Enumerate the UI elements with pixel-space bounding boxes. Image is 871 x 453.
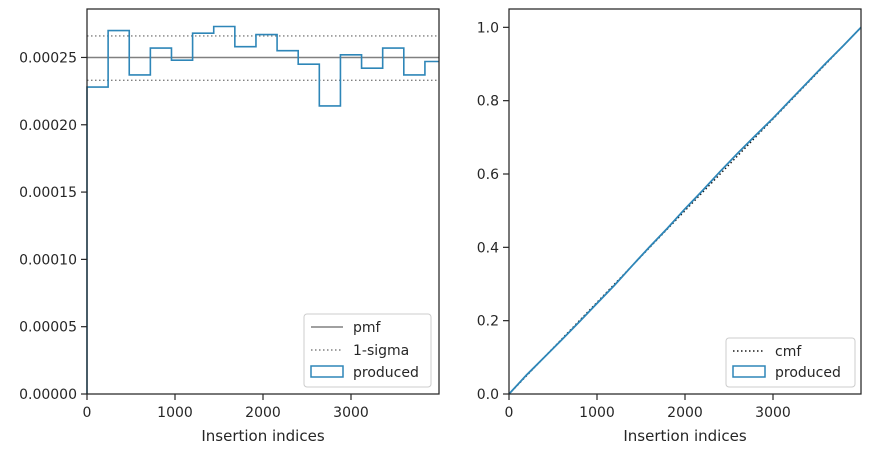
right-ytick-label: 0.8	[477, 94, 499, 110]
left-xtick-label: 1000	[157, 405, 193, 421]
left-ytick-label: 0.00020	[19, 118, 77, 134]
left-ytick-label: 0.00000	[19, 387, 77, 403]
right-xtick-label: 0	[505, 405, 514, 421]
produced-histogram	[86, 25, 439, 394]
x-ticks: 0 1000 2000 3000	[83, 394, 369, 421]
produced-cumulative	[508, 26, 862, 395]
plot-background	[509, 9, 861, 394]
legend-sigma-label: 1-sigma	[353, 343, 409, 359]
right-xtick-label: 2000	[667, 405, 703, 421]
legend-box	[303, 313, 432, 388]
legend-produced-label: produced	[775, 365, 841, 381]
legend-pmf-label: pmf	[353, 320, 382, 336]
legend-produced-label: produced	[353, 365, 419, 381]
legend: cmf produced	[725, 337, 856, 388]
right-ytick-label: 0.2	[477, 314, 499, 330]
left-xtick-label: 2000	[245, 405, 281, 421]
cumulative-panel: 0 1000 2000 3000 0.0 0.2 0.4 0.6 0.8 1.0 Inserti…	[477, 8, 862, 445]
left-ytick-label: 0.00025	[19, 50, 77, 66]
right-ytick-label: 0.4	[477, 240, 499, 256]
left-ytick-label: 0.00015	[19, 185, 77, 201]
left-ytick-label: 0.00005	[19, 320, 77, 336]
sigma-lines	[87, 35, 439, 82]
x-ticks: 0 1000 2000 3000	[505, 394, 791, 421]
y-ticks: 0.00000 0.00005 0.00010 0.00015 0.00020 0.000…	[19, 50, 87, 403]
y-ticks: 0.0 0.2 0.4 0.6 0.8 1.0	[477, 20, 509, 403]
left-xtick-label: 0	[83, 405, 92, 421]
legend: pmf 1-sigma produced	[303, 313, 432, 388]
left-xtick-label: 3000	[333, 405, 369, 421]
x-axis-label: Insertion indices	[623, 427, 746, 445]
legend-produced-marker	[732, 365, 766, 378]
right-ytick-label: 1.0	[477, 20, 499, 36]
right-ytick-label: 0.0	[477, 387, 499, 403]
right-xtick-label: 3000	[755, 405, 791, 421]
legend-cmf-label: cmf	[775, 344, 802, 360]
right-ytick-label: 0.6	[477, 167, 499, 183]
right-xtick-label: 1000	[579, 405, 615, 421]
left-ytick-label: 0.00010	[19, 252, 77, 268]
histogram-panel: 0 1000 2000 3000 0.000000.000050.000100.000…	[19, 8, 440, 445]
legend-produced-marker	[310, 365, 344, 378]
x-axis-label: Insertion indices	[201, 427, 324, 445]
